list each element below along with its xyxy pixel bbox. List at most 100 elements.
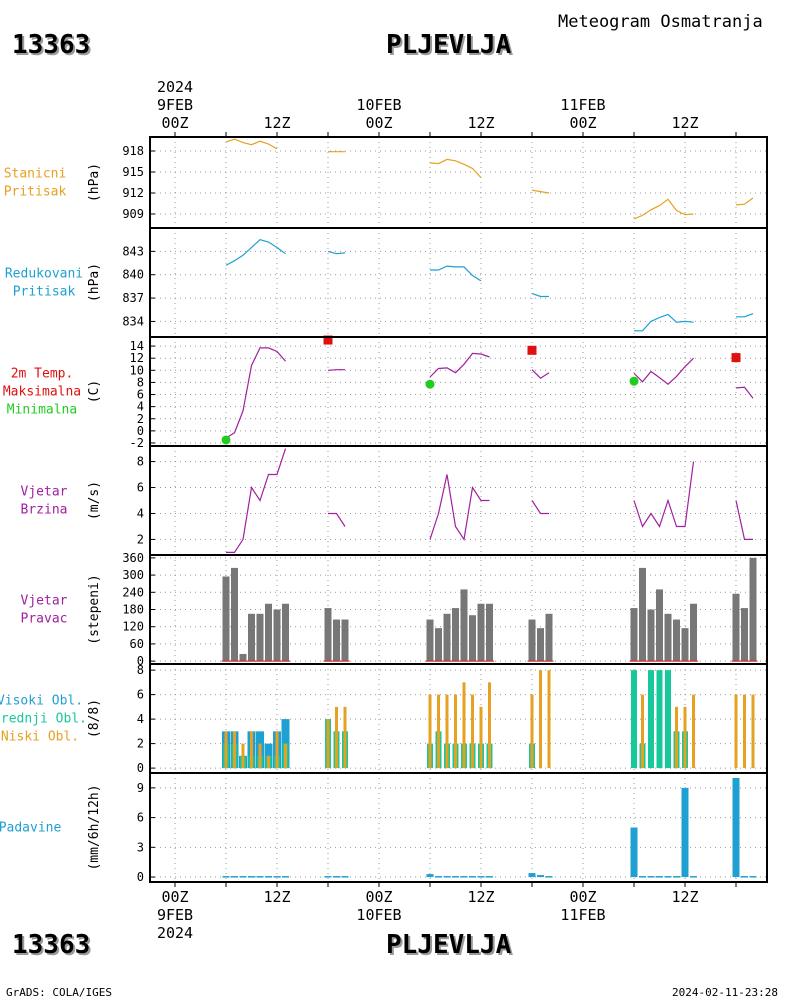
low-cloud-bar — [275, 731, 279, 769]
wind-direction-bar — [282, 603, 289, 662]
wind-direction-bar — [248, 613, 255, 662]
series-line — [225, 138, 278, 150]
precipitation-bar — [681, 787, 689, 878]
wind-direction-bar — [486, 603, 493, 662]
min-temp-point — [221, 435, 231, 445]
series-line — [736, 313, 754, 318]
precipitation-bar — [426, 874, 434, 878]
low-cloud-bar — [454, 694, 457, 769]
low-cloud-bar — [547, 670, 551, 769]
y-tick-label: 0 — [137, 424, 144, 438]
wind-direction-bar — [324, 608, 332, 662]
panel-frame — [149, 336, 768, 447]
y-tick-label: 909 — [122, 207, 144, 221]
y-tick-label: 2 — [137, 532, 144, 546]
wind-direction-bar — [630, 608, 638, 662]
precipitation-bar — [239, 876, 247, 878]
precipitation-bar — [443, 876, 451, 878]
panel-title: Brzina — [21, 503, 68, 518]
wind-direction-bar — [239, 653, 247, 662]
wind-direction-bar — [545, 613, 553, 662]
bottom-hour-label: 12Z — [467, 888, 494, 906]
precipitation-bar — [273, 876, 281, 878]
top-hour-label: 00Z — [365, 114, 392, 132]
precipitation-bar — [656, 876, 663, 878]
precipitation-bar — [673, 876, 680, 878]
y-tick-label: 912 — [122, 186, 144, 200]
panel-pressure: 909 912 915 918 (hPa) Stanicni Pritisak — [4, 136, 768, 229]
y-tick-label: 2 — [137, 737, 144, 751]
y-tick-label: 3 — [137, 840, 144, 854]
wind-direction-bar — [231, 567, 238, 662]
y-tick-label: 4 — [137, 400, 144, 414]
bottom-hour-label: 00Z — [161, 888, 188, 906]
series-line — [429, 474, 490, 542]
unit-label: (hPa) — [87, 163, 102, 202]
precipitation-bar — [647, 876, 655, 878]
top-hour-label: 12Z — [671, 114, 698, 132]
panel-clouds: 0 2 4 6 8 (8/8) Visoki Obl. Srednji Obl. Niski O… — [0, 663, 768, 775]
precipitation-bar — [741, 876, 748, 878]
station-name-top: PLJEVLJA — [386, 30, 512, 60]
precipitation-bar — [452, 876, 459, 878]
y-tick-label: 10 — [130, 363, 144, 377]
low-cloud-bar — [241, 743, 245, 769]
series-line — [735, 500, 753, 541]
bottom-date-label: 11FEB — [560, 906, 605, 924]
panel-title: 2m Temp. — [11, 367, 74, 382]
precipitation-bar — [639, 876, 646, 878]
low-cloud-bar — [751, 694, 755, 769]
y-tick-label: 9 — [137, 781, 144, 795]
panel-title: Stanicni — [4, 167, 67, 182]
y-tick-label: 6 — [137, 811, 144, 825]
y-tick-label: 60 — [130, 637, 144, 651]
precipitation-bar — [341, 876, 349, 878]
wind-direction-bar — [341, 619, 349, 662]
y-tick-label: 2 — [137, 412, 144, 426]
y-tick-label: 4 — [137, 506, 144, 520]
series-line — [633, 357, 694, 385]
min-temp-point — [629, 376, 639, 386]
wind-direction-bar — [222, 576, 230, 662]
station-id-bottom: 13363 — [12, 930, 91, 960]
wind-direction-bar — [749, 557, 757, 662]
wind-direction-bar — [528, 619, 536, 662]
y-tick-label: 918 — [122, 144, 144, 158]
y-tick-label: 6 — [137, 688, 144, 702]
footer-source: GrADS: COLA/IGES — [6, 986, 112, 999]
panel-title: Visoki Obl. — [0, 694, 83, 709]
station-id-top: 13363 — [12, 30, 91, 60]
y-tick-label: 6 — [137, 481, 144, 495]
y-tick-label: 840 — [122, 268, 144, 282]
wind-direction-bar — [443, 613, 451, 662]
low-cloud-bar — [539, 670, 542, 769]
precipitation-bar — [282, 876, 289, 878]
wind-direction-bar — [477, 603, 485, 662]
top-hour-label: 12Z — [263, 114, 290, 132]
low-cloud-bar — [250, 731, 253, 769]
max-temp-point — [731, 353, 741, 363]
series-line — [531, 189, 550, 194]
precipitation-bar — [690, 876, 697, 878]
max-temp-point — [527, 345, 537, 355]
panel-title: Redukovani — [5, 267, 83, 282]
wind-direction-bar — [460, 589, 468, 662]
y-tick-label: 8 — [137, 375, 144, 389]
wind-direction-bar — [732, 593, 740, 662]
precipitation-bar — [630, 827, 638, 878]
low-cloud-bar — [428, 694, 432, 769]
panel-title: Niski Obl. — [1, 730, 79, 745]
mid-cloud-bar — [631, 670, 637, 769]
bottom-hour-label: 12Z — [263, 888, 290, 906]
wind-direction-bar — [256, 613, 264, 662]
bottom-hour-label: 00Z — [569, 888, 596, 906]
series-line — [327, 250, 346, 255]
series-line — [226, 448, 287, 554]
precipitation-bar — [664, 876, 672, 878]
series-line — [633, 198, 694, 220]
panel-wind_direction: 0 60 120 180 240 300 360 (stepeni) Vjetar Pravac — [21, 551, 768, 668]
low-cloud-bar — [224, 731, 228, 769]
precipitation-bar — [324, 876, 332, 878]
y-tick-label: 180 — [122, 603, 144, 617]
